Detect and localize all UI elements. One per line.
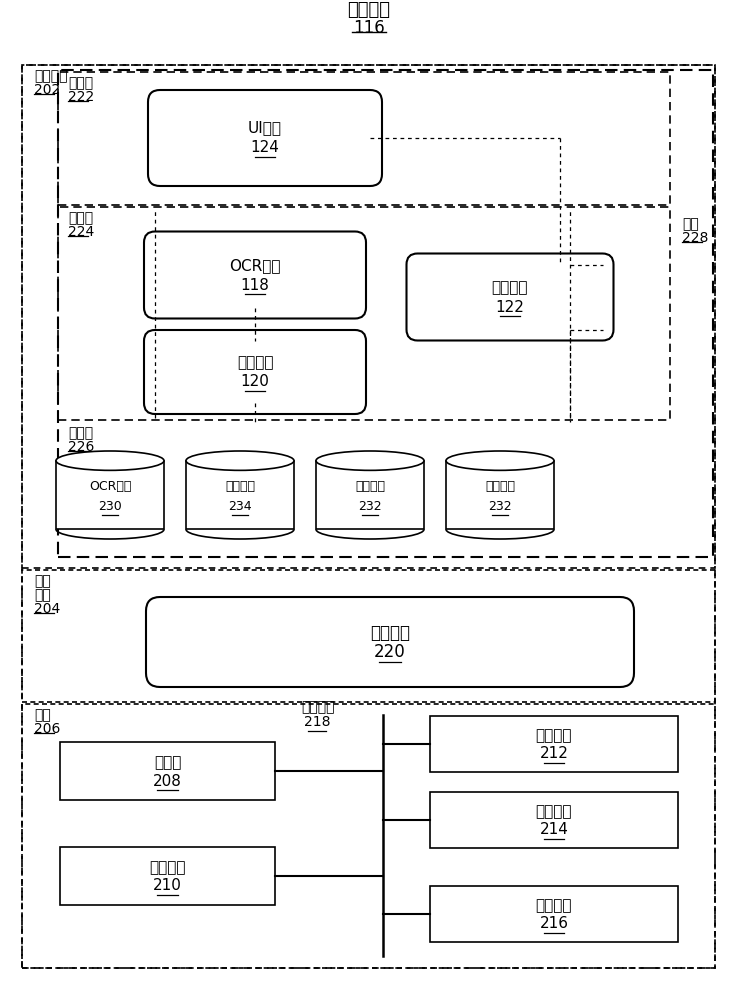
Text: 120: 120 bbox=[241, 374, 269, 389]
FancyBboxPatch shape bbox=[144, 232, 366, 318]
Text: 234: 234 bbox=[228, 500, 252, 514]
Text: 解码数据: 解码数据 bbox=[225, 481, 255, 493]
Ellipse shape bbox=[446, 451, 554, 470]
Text: 处理器: 处理器 bbox=[154, 756, 182, 770]
Text: 232: 232 bbox=[489, 500, 512, 514]
Text: 表示层: 表示层 bbox=[68, 76, 93, 90]
Text: 解码部件: 解码部件 bbox=[237, 356, 273, 370]
Text: 226: 226 bbox=[68, 440, 94, 454]
FancyBboxPatch shape bbox=[407, 253, 613, 340]
Text: OCR数据: OCR数据 bbox=[89, 481, 131, 493]
Bar bbox=[58, 70, 713, 557]
Bar bbox=[22, 570, 715, 702]
Ellipse shape bbox=[316, 451, 424, 470]
Text: 228: 228 bbox=[682, 231, 708, 245]
Text: 122: 122 bbox=[495, 300, 525, 314]
Text: 124: 124 bbox=[251, 140, 280, 155]
Text: UI部件: UI部件 bbox=[248, 120, 282, 135]
Text: OCR部件: OCR部件 bbox=[230, 258, 280, 273]
Text: 208: 208 bbox=[153, 774, 182, 788]
Text: 通信信道: 通信信道 bbox=[302, 700, 335, 714]
Bar bbox=[58, 72, 670, 205]
FancyBboxPatch shape bbox=[144, 330, 366, 414]
Text: 218: 218 bbox=[304, 715, 330, 729]
Text: 应用层: 应用层 bbox=[68, 211, 93, 225]
Text: 206: 206 bbox=[34, 722, 61, 736]
Text: 222: 222 bbox=[68, 90, 94, 104]
Text: 230: 230 bbox=[98, 500, 122, 514]
Text: 通信单元: 通信单元 bbox=[536, 804, 572, 820]
Text: 116: 116 bbox=[353, 19, 385, 37]
Text: 操作系统: 操作系统 bbox=[370, 624, 410, 642]
Text: 数据层: 数据层 bbox=[68, 426, 93, 440]
Text: 硬件: 硬件 bbox=[34, 708, 51, 722]
Text: 输入部件: 输入部件 bbox=[149, 860, 186, 876]
Bar bbox=[22, 65, 715, 568]
Bar bbox=[60, 847, 275, 905]
Bar bbox=[58, 207, 670, 420]
FancyBboxPatch shape bbox=[146, 597, 634, 687]
Text: 232: 232 bbox=[358, 500, 382, 514]
Text: 内核: 内核 bbox=[34, 574, 51, 588]
Bar bbox=[430, 716, 678, 772]
Text: 图像数据: 图像数据 bbox=[355, 481, 385, 493]
Text: 服务数据: 服务数据 bbox=[485, 481, 515, 493]
Bar bbox=[430, 792, 678, 848]
Text: 存储装置: 存储装置 bbox=[348, 1, 390, 19]
Text: 输出部件: 输出部件 bbox=[536, 898, 572, 914]
Text: 214: 214 bbox=[539, 822, 568, 838]
Text: 用户空间: 用户空间 bbox=[34, 69, 67, 83]
Text: 空间: 空间 bbox=[34, 588, 51, 602]
Bar bbox=[56, 461, 164, 529]
Text: 224: 224 bbox=[68, 225, 94, 239]
Bar bbox=[60, 742, 275, 800]
Text: 202: 202 bbox=[34, 83, 61, 97]
Text: 212: 212 bbox=[539, 746, 568, 762]
Text: 220: 220 bbox=[374, 643, 406, 661]
Text: 118: 118 bbox=[241, 277, 269, 292]
Ellipse shape bbox=[186, 451, 294, 470]
Bar bbox=[430, 886, 678, 942]
Text: 应用: 应用 bbox=[682, 217, 699, 231]
Ellipse shape bbox=[56, 451, 164, 470]
Text: 210: 210 bbox=[153, 879, 182, 894]
Bar bbox=[186, 461, 294, 529]
Bar bbox=[316, 461, 424, 529]
Text: 存储装置: 存储装置 bbox=[536, 728, 572, 744]
Text: 216: 216 bbox=[539, 916, 568, 932]
Text: 服务部件: 服务部件 bbox=[492, 280, 528, 296]
Text: 204: 204 bbox=[34, 602, 61, 616]
Bar bbox=[22, 704, 715, 968]
Bar bbox=[446, 461, 554, 529]
FancyBboxPatch shape bbox=[148, 90, 382, 186]
